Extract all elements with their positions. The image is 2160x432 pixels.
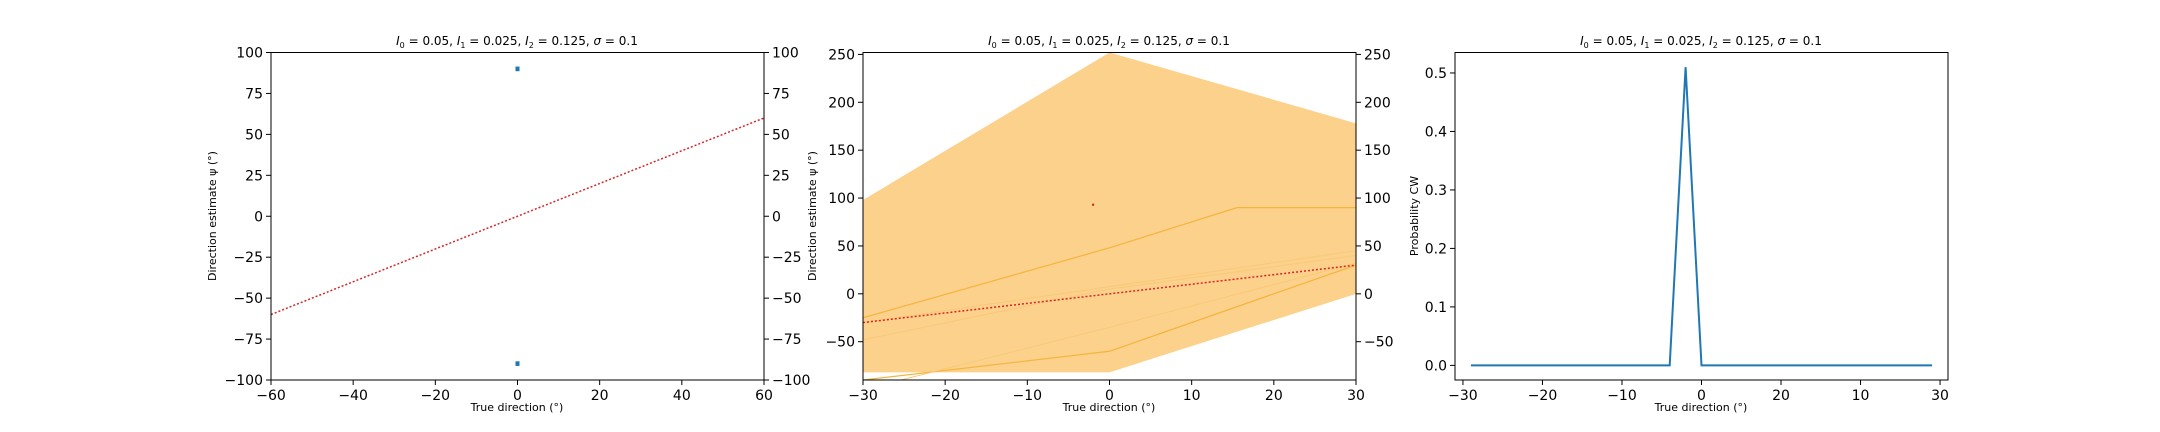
- panel-1-plot-area: [270, 66, 765, 366]
- panel-1-x-ticks: −60 −40 −20 0 20 40 60: [256, 380, 773, 404]
- right-tick-label: 150: [1364, 143, 1391, 159]
- inner-lower-line: [863, 264, 1356, 380]
- y-tick-label: 200: [828, 95, 855, 111]
- x-tick-label: 30: [1931, 388, 1949, 404]
- panel-2-y-ticks: −50 0 50 100 150 200 250: [825, 47, 863, 351]
- x-tick-label: 30: [1347, 388, 1365, 404]
- y-tick-label: 0.5: [1425, 66, 1447, 82]
- x-tick-label: −30: [1448, 388, 1478, 404]
- y-tick-label: 0: [846, 287, 855, 303]
- panel-1-y-ticks: −100 −75 −50 −25 0 25 50 75 100: [225, 46, 271, 389]
- panel-2-x-ticks: −30 −20 −10 0 10 20 30: [848, 380, 1365, 404]
- x-tick-label: 20: [1265, 388, 1283, 404]
- y-tick-label: 0.2: [1425, 241, 1447, 257]
- panel-3-x-label: True direction (°): [1654, 401, 1748, 414]
- y-tick-label: 0.3: [1425, 183, 1447, 199]
- panel-2-right-ticks: −50 0 50 100 150 200 250: [1356, 47, 1394, 351]
- x-tick-label: −20: [421, 388, 451, 404]
- x-tick-label: −60: [256, 388, 286, 404]
- x-tick-label: 20: [591, 388, 609, 404]
- y-tick-label: −50: [825, 335, 855, 351]
- right-tick-label: 0: [1364, 287, 1373, 303]
- outlier-point: [1091, 203, 1095, 206]
- panel-1-right-ticks: −100 −75 −50 −25 0 25 50 75 100: [764, 46, 810, 389]
- panel-2-x-label: True direction (°): [1062, 401, 1156, 414]
- light-upper-line: [863, 255, 1356, 341]
- panel-3-title: I0 = 0.05, I1 = 0.025, I2 = 0.125, σ = 0…: [1580, 34, 1822, 50]
- right-tick-label: 0: [772, 209, 781, 225]
- panel-2-title: I0 = 0.05, I1 = 0.025, I2 = 0.125, σ = 0…: [988, 34, 1230, 50]
- data-point: [515, 361, 520, 365]
- panel-3-plot-area: [1470, 67, 1933, 367]
- data-point: [515, 362, 520, 366]
- x-tick-label: −20: [930, 388, 960, 404]
- x-tick-label: 60: [755, 388, 773, 404]
- x-tick-label: 0: [1697, 388, 1706, 404]
- panel-3: I0 = 0.05, I1 = 0.025, I2 = 0.125, σ = 0…: [1408, 34, 1949, 414]
- y-tick-label: 0.1: [1425, 300, 1447, 316]
- x-tick-label: −10: [1013, 388, 1043, 404]
- identity-line: [270, 117, 765, 316]
- y-tick-label: 100: [236, 46, 263, 62]
- y-tick-label: 50: [837, 239, 855, 255]
- right-tick-label: −75: [772, 332, 802, 348]
- y-tick-label: 0: [254, 209, 263, 225]
- y-tick-label: 100: [828, 191, 855, 207]
- right-tick-label: −25: [772, 250, 802, 266]
- confidence-band: [863, 52, 1356, 373]
- x-tick-label: −40: [338, 388, 368, 404]
- panel-3-y-ticks: 0.0 0.1 0.2 0.3 0.4 0.5: [1425, 66, 1455, 374]
- panel-1: I0 = 0.05, I1 = 0.025, I2 = 0.125, σ = 0…: [206, 34, 810, 414]
- panel-2: I0 = 0.05, I1 = 0.025, I2 = 0.125, σ = 0…: [806, 34, 1394, 414]
- y-tick-label: 50: [245, 127, 263, 143]
- right-tick-label: −50: [1364, 335, 1394, 351]
- x-tick-label: −30: [848, 388, 878, 404]
- inner-upper-line: [863, 207, 1356, 319]
- right-tick-label: 75: [772, 86, 790, 102]
- right-tick-label: 50: [1364, 239, 1382, 255]
- right-tick-label: −100: [772, 373, 810, 389]
- panel-2-plot-area: [863, 52, 1356, 380]
- data-point: [515, 66, 520, 70]
- right-tick-label: 200: [1364, 95, 1391, 111]
- x-tick-label: 20: [1772, 388, 1790, 404]
- y-tick-label: −50: [233, 291, 263, 307]
- y-tick-label: 150: [828, 143, 855, 159]
- y-tick-label: −75: [233, 332, 263, 348]
- x-tick-label: 0: [513, 388, 522, 404]
- y-tick-label: 75: [245, 86, 263, 102]
- x-tick-label: −20: [1528, 388, 1558, 404]
- x-tick-label: 10: [1852, 388, 1870, 404]
- right-tick-label: 100: [1364, 191, 1391, 207]
- y-tick-label: 0.0: [1425, 358, 1447, 374]
- y-tick-label: 250: [828, 47, 855, 63]
- faint-line: [863, 250, 1356, 324]
- x-tick-label: 10: [1183, 388, 1201, 404]
- right-tick-label: 50: [772, 127, 790, 143]
- right-tick-label: −50: [772, 291, 802, 307]
- panel-2-y-label: Direction estimate ψ (°): [806, 151, 819, 281]
- y-tick-label: 0.4: [1425, 124, 1447, 140]
- x-tick-label: 40: [673, 388, 691, 404]
- panel-1-x-label: True direction (°): [470, 401, 564, 414]
- panel-3-x-ticks: −30 −20 −10 0 20 10 30: [1448, 380, 1949, 404]
- data-point: [515, 68, 520, 72]
- light-lower-line: [898, 262, 1356, 380]
- right-tick-label: 100: [772, 46, 799, 62]
- y-tick-label: 25: [245, 168, 263, 184]
- probability-line: [1470, 67, 1933, 367]
- panel-1-title: I0 = 0.05, I1 = 0.025, I2 = 0.125, σ = 0…: [396, 34, 638, 50]
- right-tick-label: 25: [772, 168, 790, 184]
- panel-1-y-label: Direction estimate ψ (°): [206, 151, 219, 281]
- x-tick-label: −10: [1607, 388, 1637, 404]
- y-tick-label: −100: [225, 373, 263, 389]
- panel-3-frame: [1454, 52, 1949, 381]
- x-tick-label: 0: [1105, 388, 1114, 404]
- y-tick-label: −25: [233, 250, 263, 266]
- identity-line: [863, 264, 1356, 324]
- right-tick-label: 250: [1364, 47, 1391, 63]
- panel-3-y-label: Probability CW: [1408, 176, 1421, 256]
